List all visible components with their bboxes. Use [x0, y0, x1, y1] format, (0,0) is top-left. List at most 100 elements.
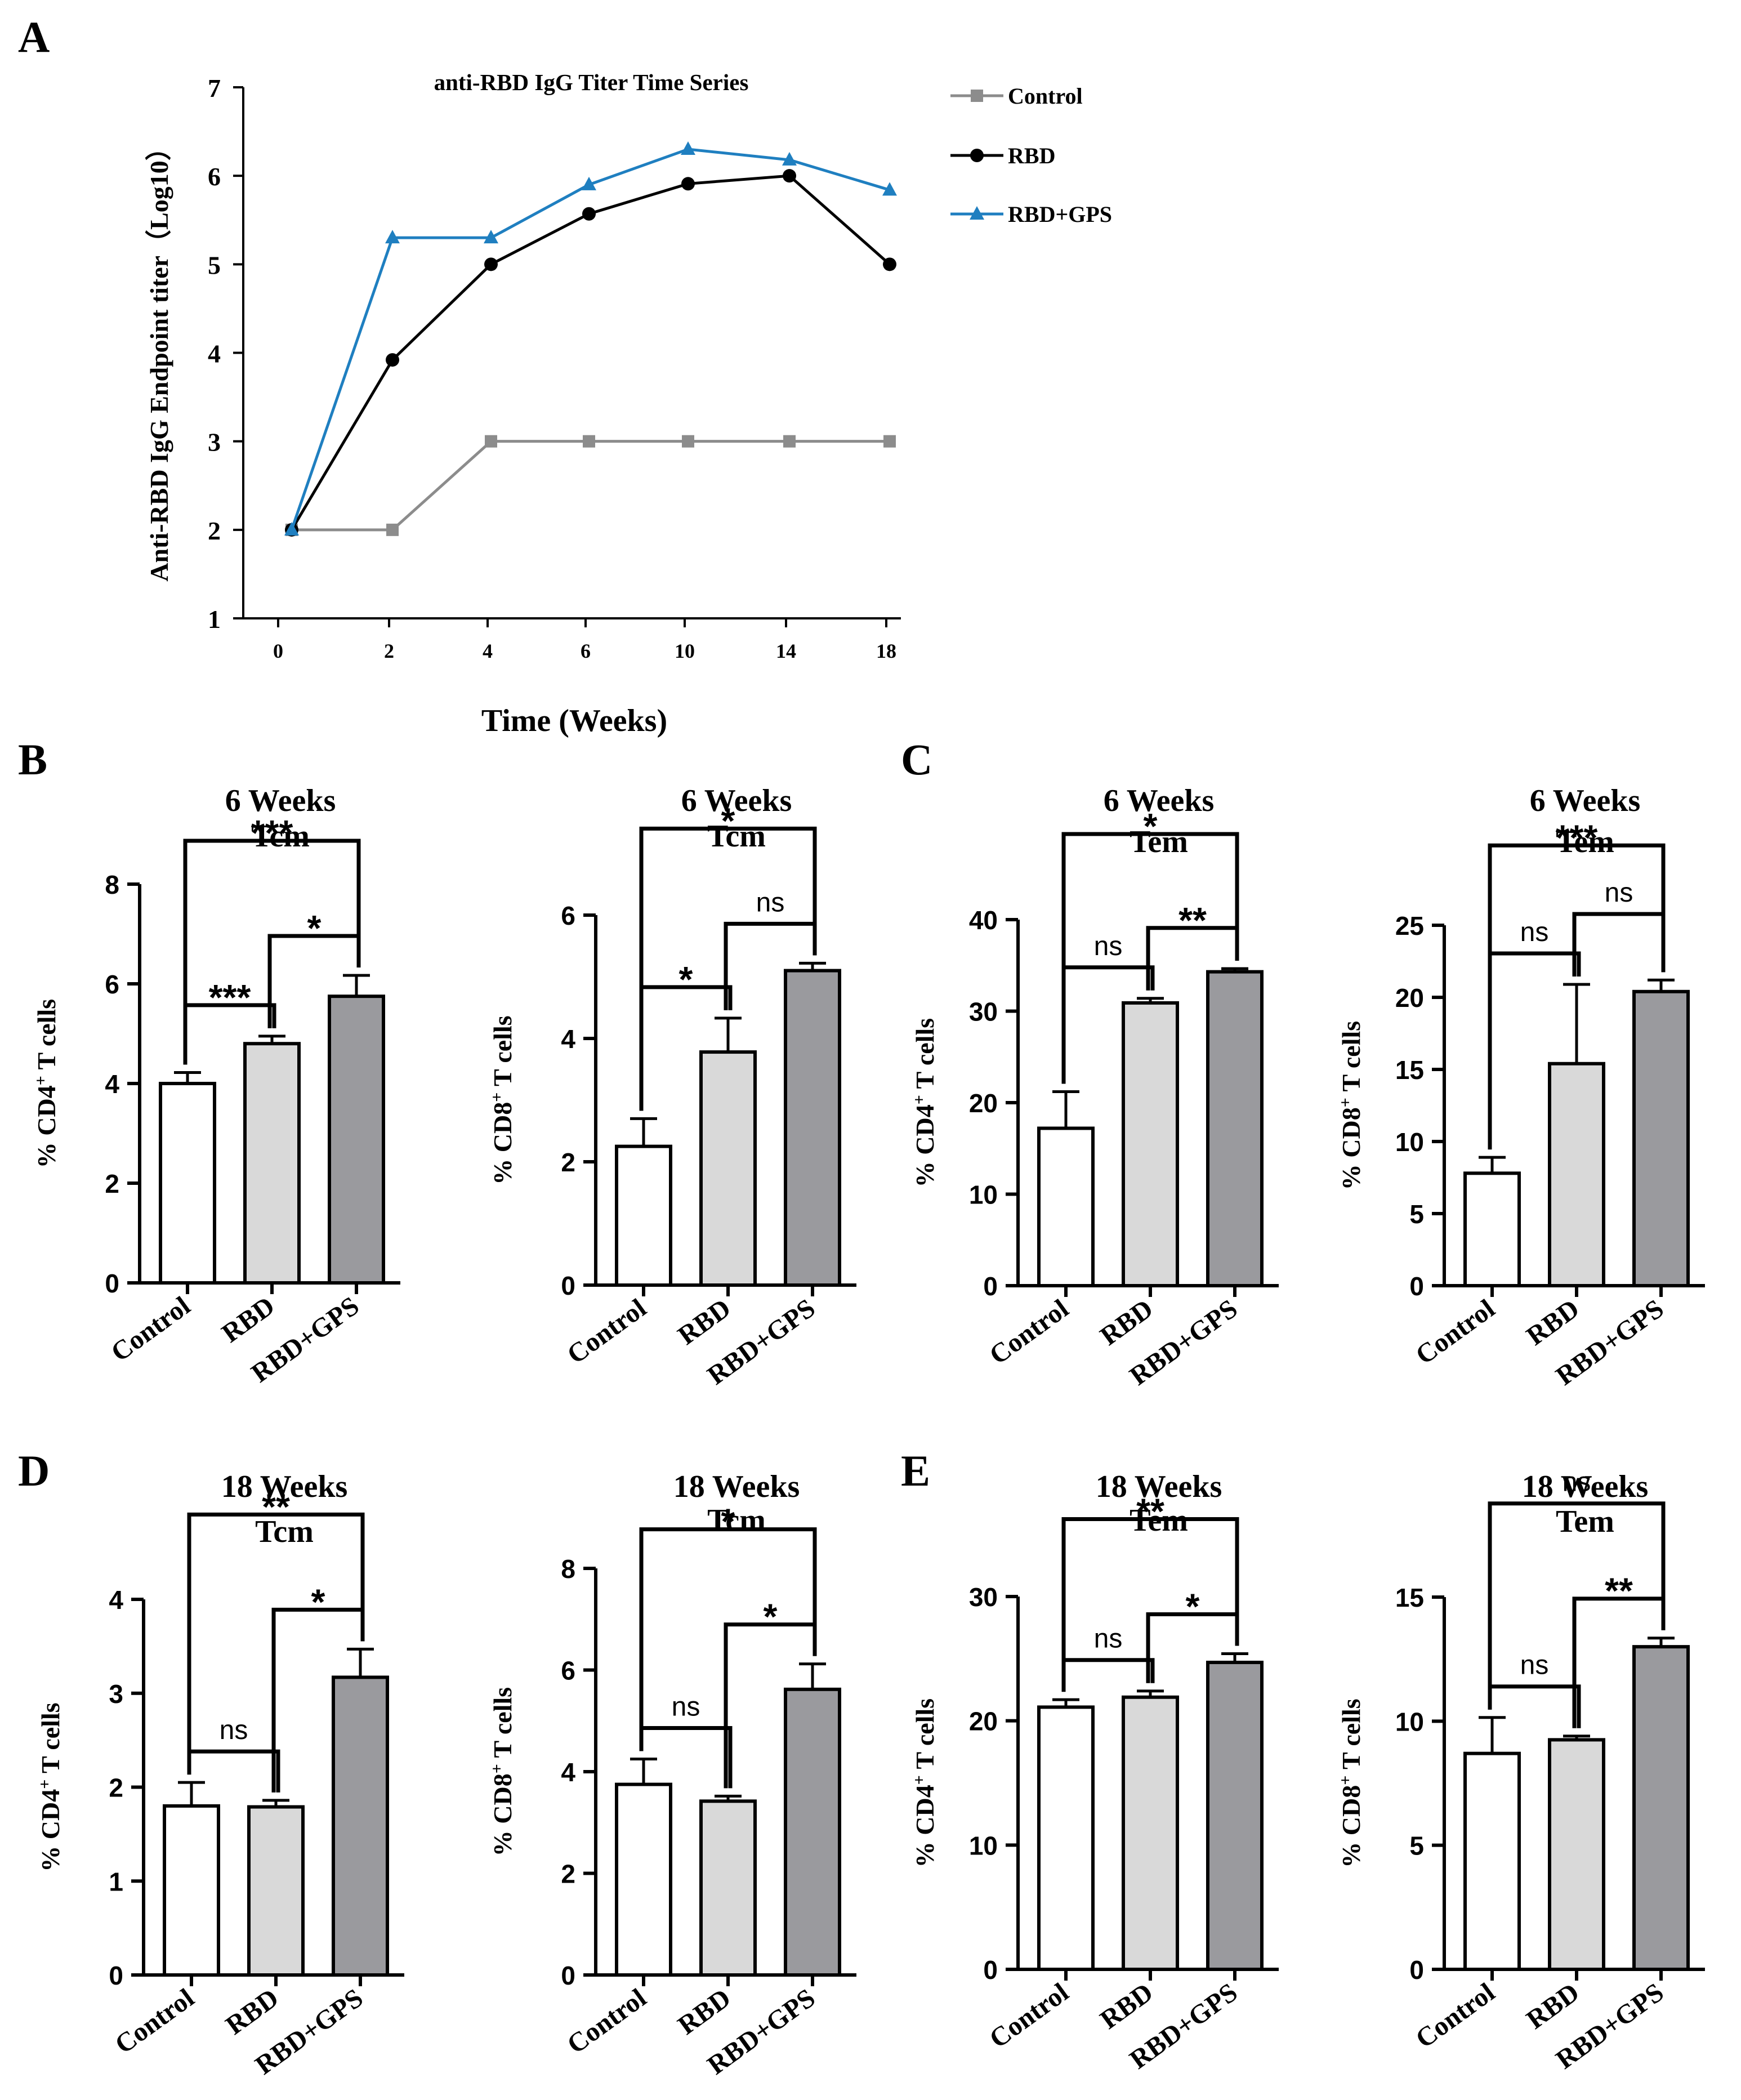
bar-rbd-gps	[784, 969, 841, 1287]
y-tick-label: 0	[561, 1961, 575, 1990]
significance-label: ns	[1520, 1651, 1549, 1680]
x-tick-label: RBD	[220, 1983, 284, 2040]
significance-label: **	[1605, 1571, 1633, 1611]
y-tick-label: 4	[561, 1024, 575, 1054]
bar-rbd	[1548, 1738, 1605, 1971]
x-tick-label: RBD	[672, 1293, 736, 1350]
y-tick-label: 2	[109, 1773, 123, 1803]
y-tick-label: 6	[561, 901, 575, 930]
data-point	[582, 176, 596, 190]
y-axis-label: % CD4+ T cells	[910, 1018, 940, 1187]
y-axis-label: % CD8+ T cells	[488, 1687, 517, 1856]
significance-label: ns	[220, 1715, 248, 1745]
y-tick-label: 3	[109, 1679, 123, 1709]
line-chart-A: 1 2 3 4 5 6 7 0 2 4 6 10 14 18 anti-RBD IgG Titer Time…	[145, 69, 1112, 738]
bracket-line	[183, 839, 361, 1065]
legend-label: Control	[1008, 83, 1083, 109]
bar-control	[163, 1804, 220, 1977]
y-tick-label: 4	[105, 1069, 119, 1099]
data-point	[583, 435, 595, 448]
significance-label: ns	[672, 1692, 700, 1722]
significance-label: **	[262, 1486, 290, 1527]
y-tick-label: 4	[208, 340, 221, 368]
y-tick-label: 2	[561, 1148, 575, 1177]
bar-chart-C2: 6 Weeks Tem 0 5 10 15 20 25 % CD8+ T cells Contro…	[1336, 783, 1705, 1391]
y-tick-label: 20	[1395, 983, 1424, 1013]
x-tick-label: RBD	[216, 1291, 280, 1348]
y-tick-label: 3	[208, 428, 221, 457]
y-tick-label: 0	[109, 1961, 123, 1990]
y-label-suffix: T cells	[36, 1702, 65, 1779]
data-point	[485, 435, 497, 448]
bracket-line	[187, 1749, 280, 1793]
significance-bracket: ns	[1572, 878, 1666, 977]
significance-label: *	[679, 959, 693, 1000]
x-tick-label: 18	[876, 640, 896, 662]
bar-control	[1037, 1705, 1095, 1971]
y-tick-label: 30	[969, 1582, 998, 1612]
x-tick-label: Control	[984, 1977, 1074, 2054]
y-tick-label: 4	[109, 1585, 123, 1615]
series-control	[285, 435, 896, 536]
significance-bracket: *	[1061, 806, 1239, 1084]
y-label-prefix: % CD4	[36, 1789, 65, 1872]
y-tick-label: 0	[1409, 1272, 1424, 1301]
y-label-suffix: T cells	[488, 1015, 517, 1092]
bracket-line	[639, 826, 817, 1111]
legend-marker	[970, 206, 984, 220]
significance-bracket: **	[1061, 1491, 1239, 1692]
panel-letter-B: B	[18, 735, 47, 784]
x-tick-label: 10	[675, 640, 695, 662]
y-label-suffix: T cells	[910, 1698, 939, 1775]
x-tick-label: 4	[483, 640, 493, 662]
significance-bracket: ns	[639, 1692, 733, 1789]
y-label-suffix: T cells	[32, 999, 61, 1076]
bracket-line	[1061, 832, 1239, 1084]
bar-rbd	[1548, 1062, 1605, 1287]
x-tick-label: 2	[384, 640, 394, 662]
chart-title-line1: 6 Weeks	[681, 783, 792, 818]
significance-label: ns	[1605, 878, 1633, 908]
y-tick-label: 40	[969, 906, 998, 935]
y-axis-label: % CD4+ T cells	[32, 999, 61, 1168]
y-tick-label: 2	[105, 1169, 119, 1198]
y-tick-label: 7	[208, 74, 221, 102]
y-tick-label: 6	[561, 1656, 575, 1686]
bar-rbd	[243, 1042, 301, 1285]
significance-bracket: ns	[1488, 1468, 1666, 1710]
y-label-suffix: T cells	[1337, 1698, 1365, 1775]
y-axis-label: % CD8+ T cells	[1336, 1021, 1366, 1190]
y-label-sup: +	[910, 1095, 928, 1104]
y-label-prefix: % CD8	[1337, 1785, 1365, 1868]
data-point	[782, 151, 797, 166]
y-tick-label: 0	[1409, 1955, 1424, 1985]
series-line	[290, 148, 890, 530]
y-tick-label: 8	[561, 1554, 575, 1584]
y-tick-label: 30	[969, 997, 998, 1027]
y-tick-label: 6	[208, 162, 221, 191]
y-axis-label: % CD8+ T cells	[1336, 1698, 1366, 1867]
chart-title-line1: 6 Weeks	[1104, 783, 1215, 818]
significance-label: *	[1186, 1586, 1200, 1627]
legend-entry-control: Control	[950, 83, 1083, 109]
x-tick-label: RBD	[1521, 1294, 1584, 1351]
bracket-line	[1572, 912, 1666, 977]
y-label-prefix: % CD4	[910, 1785, 939, 1867]
legend-label: RBD	[1008, 143, 1055, 168]
significance-label: ns	[1094, 1624, 1123, 1654]
y-label-sup: +	[488, 1764, 506, 1773]
chart-title-line2: Tem	[1556, 1504, 1614, 1539]
y-tick-label: 2	[208, 516, 221, 545]
bracket-line	[1488, 843, 1666, 1150]
data-point	[484, 257, 498, 271]
data-point	[682, 435, 694, 448]
significance-label: *	[721, 1501, 735, 1542]
significance-bracket: *	[639, 1501, 817, 1751]
data-point	[681, 141, 695, 155]
significance-label: ns	[1094, 931, 1123, 961]
chart-title-line2: Tcm	[255, 1514, 314, 1549]
bracket-line	[1488, 1684, 1581, 1728]
